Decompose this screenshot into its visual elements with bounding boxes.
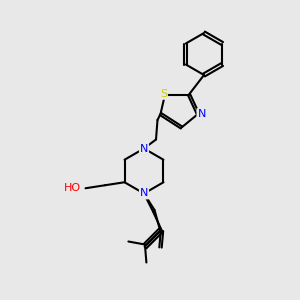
Text: S: S <box>160 89 167 99</box>
Text: HO: HO <box>64 183 81 193</box>
Text: N: N <box>140 143 148 154</box>
Text: N: N <box>140 188 148 199</box>
Text: N: N <box>197 109 206 119</box>
